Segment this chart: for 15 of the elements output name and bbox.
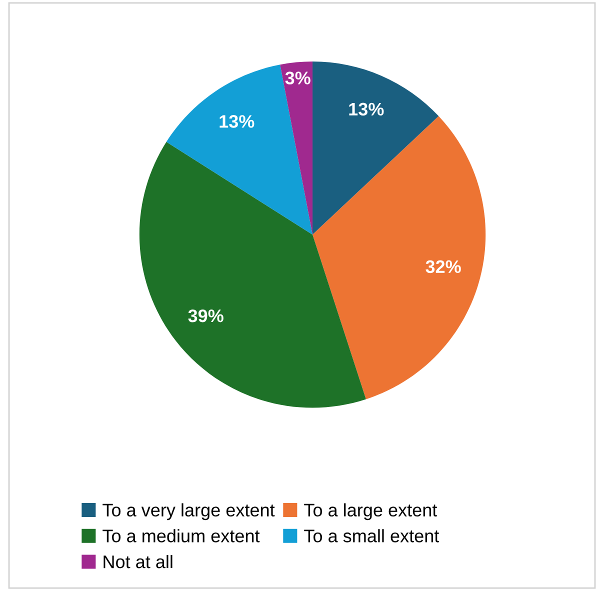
legend-label: To a large extent [304, 503, 438, 520]
pie-slice [280, 62, 313, 235]
data-label: 3% [285, 72, 310, 84]
pie-slice [312, 116, 486, 400]
data-label: 13% [349, 102, 384, 116]
data-label: 39% [188, 309, 224, 322]
legend-label: To a medium extent [102, 529, 260, 542]
pie-slice [312, 62, 439, 235]
legend-label: To a very large extent [102, 503, 275, 520]
pie-slice [166, 64, 313, 235]
legend-label: To a small extent [304, 529, 440, 542]
legend-label: Not at all [104, 554, 172, 568]
data-label: 13% [220, 115, 254, 128]
data-label: 32% [426, 260, 461, 274]
pie-slice [139, 142, 366, 408]
